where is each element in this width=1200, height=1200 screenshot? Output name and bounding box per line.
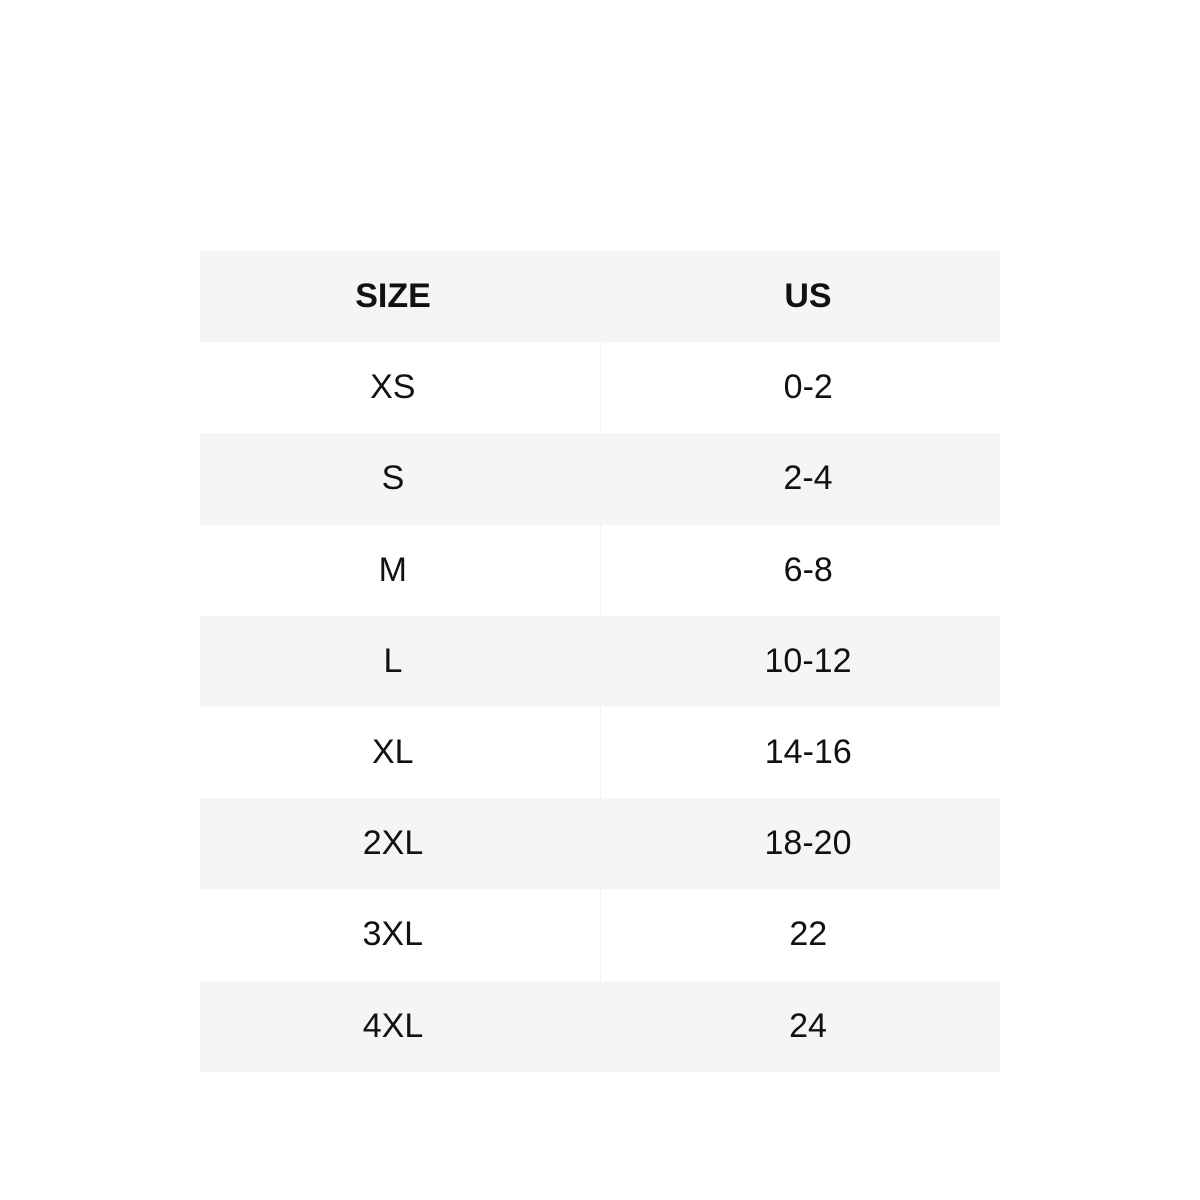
- table-cell: 6-8: [783, 550, 833, 589]
- table-cell: XL: [200, 706, 601, 799]
- table-row: XL 14-16: [200, 706, 1000, 799]
- table-cell: L: [200, 615, 600, 707]
- header-cell: SIZE: [200, 251, 600, 343]
- table-cell: 4XL: [200, 980, 600, 1072]
- table-row: 2XL 18-20: [200, 798, 1000, 890]
- table-row: M 6-8: [200, 524, 1000, 616]
- header-cell: US: [600, 251, 1000, 343]
- table-cell: 24: [600, 980, 1000, 1072]
- table-cell: 0-2: [783, 368, 833, 407]
- header-row: SIZE US: [200, 251, 1000, 343]
- table-row: 4XL 24: [200, 980, 1000, 1072]
- table-row: S 2-4: [200, 433, 1000, 525]
- table-header: SIZE US: [200, 251, 1000, 343]
- table-row: L 10-12: [200, 615, 1000, 707]
- table-cell: 10-12: [600, 615, 1000, 707]
- table-body: XS 0-2 S 2-4 M 6-8 L 10-12 XL 14-16 2XL 18-20 3XL 22 4…: [200, 342, 1000, 1072]
- table-cell: M: [200, 524, 601, 616]
- table-cell: 22: [789, 915, 828, 954]
- table-cell: 3XL: [200, 889, 601, 981]
- size-table: SIZE US XS 0-2 S 2-4 M 6-8 L 10-12 XL 14-16 2XL 18-…: [200, 251, 1000, 1072]
- table-cell: XS: [200, 342, 601, 434]
- table-cell: 2-4: [600, 433, 1000, 525]
- table-row: 3XL 22: [200, 889, 1000, 981]
- table-cell: 2XL: [200, 798, 600, 890]
- table-cell: 14-16: [764, 733, 852, 772]
- table-cell: S: [200, 433, 600, 525]
- table-cell: 18-20: [600, 798, 1000, 890]
- table-row: XS 0-2: [200, 342, 1000, 434]
